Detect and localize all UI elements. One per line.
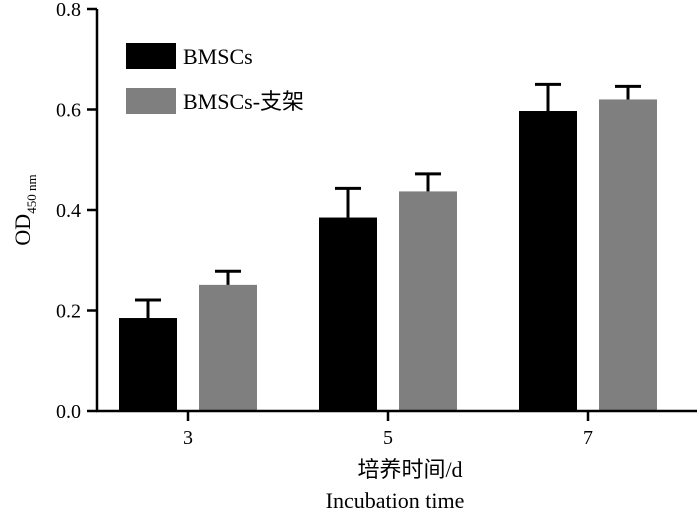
y-tick-label: 0.4 xyxy=(56,200,81,222)
y-tick-label: 0.2 xyxy=(56,301,81,323)
bar-bmscs-5 xyxy=(319,217,377,411)
y-tick-label: 0.8 xyxy=(56,0,81,21)
y-axis-title: OD450 nm xyxy=(10,174,39,245)
legend-label-bmscs: BMSCs xyxy=(183,44,253,69)
x-tick-label: 7 xyxy=(583,427,593,449)
x-ticks: 3 5 7 xyxy=(183,411,593,449)
bar-bmscs-scaffold-7 xyxy=(599,99,657,411)
y-tick-label: 0.0 xyxy=(56,401,81,423)
y-axis-title-main: OD xyxy=(10,214,35,246)
legend-swatch-bmscs-scaffold xyxy=(126,88,176,114)
bar-bmscs-scaffold-5 xyxy=(399,191,457,411)
legend-label-bmscs-scaffold: BMSCs-支架 xyxy=(183,89,304,114)
bar-bmscs-scaffold-3 xyxy=(199,284,257,411)
plot-area xyxy=(119,82,657,411)
bar-bmscs-7 xyxy=(519,111,577,411)
legend: BMSCs BMSCs-支架 xyxy=(126,43,304,114)
x-axis-title-en: Incubation time xyxy=(326,488,465,513)
legend-swatch-bmscs xyxy=(126,43,176,69)
y-ticks: 0.0 0.2 0.4 0.6 0.8 xyxy=(56,0,97,423)
y-tick-label: 0.6 xyxy=(56,100,81,122)
y-axis-title-subscript: 450 nm xyxy=(24,174,39,213)
bar-bmscs-3 xyxy=(119,318,177,411)
x-axis-title-cn: 培养时间/d xyxy=(357,457,462,482)
x-tick-label: 3 xyxy=(183,427,193,449)
x-tick-label: 5 xyxy=(383,427,393,449)
